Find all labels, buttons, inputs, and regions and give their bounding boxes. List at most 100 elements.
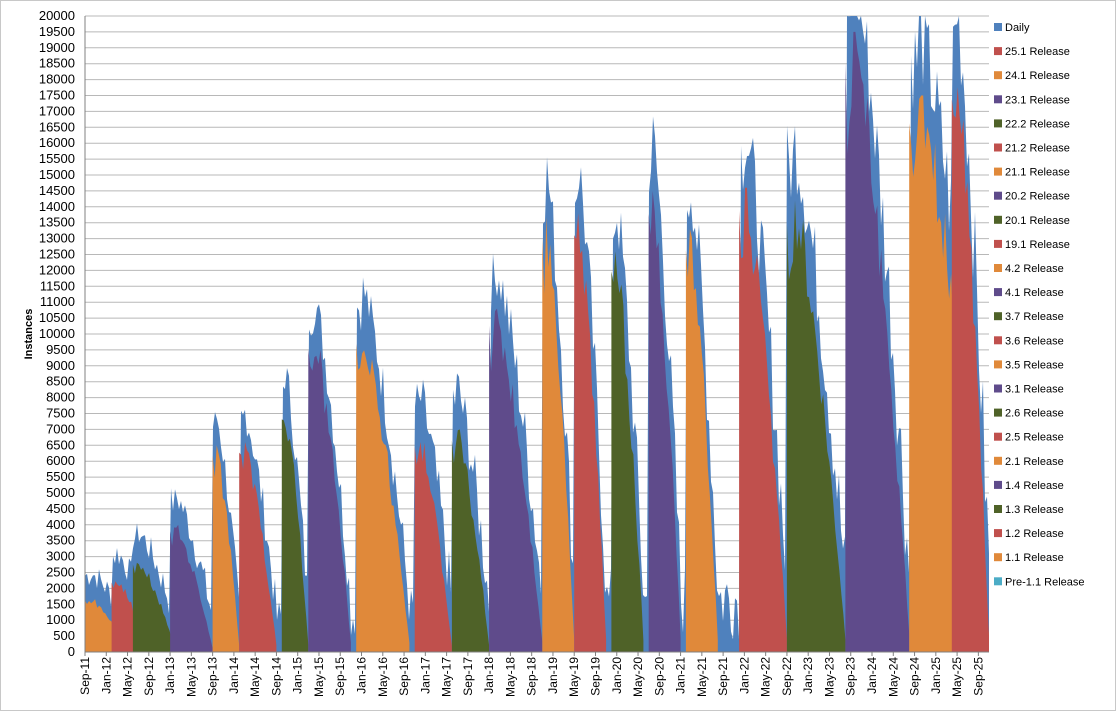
y-tick-label: 12000 (39, 262, 75, 277)
y-tick-label: 9000 (46, 358, 75, 373)
area-20-2-release (648, 190, 681, 652)
legend-label-2-1-release: 2.1 Release (1005, 456, 1064, 468)
legend-label-23-1-release: 23.1 Release (1005, 94, 1070, 106)
area-1-3-release (132, 562, 176, 652)
area-3-7-release (451, 429, 490, 652)
legend-label-4-1-release: 4.1 Release (1005, 287, 1064, 299)
legend-swatch-23-1-release (994, 95, 1002, 104)
x-tick-label: Sep-24 (908, 657, 922, 696)
y-tick-label: 4500 (46, 501, 75, 516)
y-tick-label: 17500 (39, 88, 75, 103)
x-tick-label: Jan-14 (227, 657, 241, 694)
legend-swatch-1-4-release (994, 480, 1002, 489)
y-tick-label: 10500 (39, 310, 75, 325)
y-tick-label: 6000 (46, 453, 75, 468)
y-tick-label: 16500 (39, 119, 75, 134)
legend-swatch-3-5-release (994, 360, 1002, 369)
x-tick-label: Jan-16 (355, 657, 369, 694)
x-tick-label: Sep-11 (78, 657, 92, 695)
y-tick-label: 2000 (46, 580, 75, 595)
x-tick-label: May-12 (121, 657, 135, 697)
legend-label-pre-1-1-release: Pre-1.1 Release (1005, 576, 1085, 588)
legend-swatch-21-2-release (994, 143, 1002, 152)
x-tick-labels: Sep-11 Jan-12 May-12 Sep-12 Jan-13 May-13 Sep-… (78, 652, 985, 697)
x-tick-label: Sep-22 (780, 657, 794, 696)
legend-swatch-24-1-release (994, 71, 1002, 80)
y-tick-label: 2500 (46, 565, 75, 580)
y-tick-label: 5000 (46, 485, 75, 500)
legend-label-20-2-release: 20.2 Release (1005, 191, 1070, 203)
legend-swatch-21-1-release (994, 167, 1002, 176)
legend-label-3-7-release: 3.7 Release (1005, 311, 1064, 323)
area-2-6-release (281, 419, 309, 652)
legend-swatch-4-1-release (994, 288, 1002, 297)
area-3-1-release (308, 349, 351, 652)
legend-label-3-1-release: 3.1 Release (1005, 384, 1064, 396)
legend-label-1-3-release: 1.3 Release (1005, 504, 1064, 516)
y-tick-label: 15000 (39, 167, 75, 182)
x-tick-label: May-24 (886, 657, 900, 697)
x-tick-label: Sep-20 (652, 657, 666, 696)
legend-swatch-1-2-release (994, 529, 1002, 538)
y-tick-label: 4000 (46, 517, 75, 532)
y-tick-label: 15500 (39, 151, 75, 166)
x-tick-label: Jan-21 (674, 657, 688, 694)
x-tick-label: May-15 (312, 657, 326, 697)
legend-label-1-4-release: 1.4 Release (1005, 480, 1064, 492)
x-tick-label: May-18 (503, 657, 517, 697)
x-tick-label: Sep-16 (397, 657, 411, 696)
x-tick-label: Sep-15 (333, 657, 347, 696)
area-21-1-release (685, 229, 718, 652)
area-22-2-release (786, 200, 846, 652)
x-tick-label: Sep-12 (142, 657, 156, 696)
x-tick-label: Sep-19 (588, 657, 602, 696)
x-tick-label: Sep-17 (461, 657, 475, 696)
y-tick-label: 19000 (39, 40, 75, 55)
y-tick-label: 10000 (39, 326, 75, 341)
x-tick-label: May-16 (376, 657, 390, 697)
x-tick-label: May-13 (184, 657, 198, 697)
x-tick-label: Jan-12 (99, 657, 113, 694)
legend-swatch-19-1-release (994, 239, 1002, 248)
y-axis-label: Instances (23, 309, 35, 360)
legend-label-22-2-release: 22.2 Release (1005, 118, 1070, 130)
x-tick-label: May-17 (440, 657, 454, 697)
y-tick-label: 6500 (46, 437, 75, 452)
legend-swatch-25-1-release (994, 47, 1002, 56)
legend-swatch-2-5-release (994, 432, 1002, 441)
area-4-1-release (489, 308, 543, 652)
legend-swatch-daily (994, 23, 1002, 31)
axes (84, 16, 989, 653)
x-tick-label: Sep-18 (525, 657, 539, 696)
legend-label-21-1-release: 21.1 Release (1005, 167, 1070, 179)
legend-swatch-3-1-release (994, 384, 1002, 393)
x-tick-label: Jan-22 (737, 657, 751, 694)
y-tick-label: 1000 (46, 612, 75, 627)
x-tick-label: Jan-23 (801, 657, 815, 694)
legend: Daily 25.1 Release 24.1 Release 23.1 Releas… (994, 22, 1085, 588)
x-tick-label: Jan-19 (546, 657, 560, 694)
area-25-1-release (951, 87, 989, 652)
y-tick-label: 11500 (40, 278, 75, 293)
legend-swatch-4-2-release (994, 264, 1002, 272)
area-1-4-release (170, 524, 213, 652)
x-tick-label: Jan-18 (482, 657, 496, 694)
y-tick-label: 13500 (39, 215, 75, 230)
legend-swatch-20-1-release (994, 215, 1002, 224)
area-20-1-release (611, 251, 644, 653)
y-tick-label: 8000 (46, 390, 75, 405)
y-tick-label: 14000 (39, 199, 75, 214)
area-21-2-release (739, 187, 787, 652)
x-tick-label: May-20 (631, 657, 645, 697)
legend-label-4-2-release: 4.2 Release (1005, 263, 1064, 275)
legend-swatch-22-2-release (994, 119, 1002, 128)
legend-swatch-3-7-release (994, 312, 1002, 321)
y-tick-label: 3000 (46, 549, 75, 564)
y-tick-label: 18000 (39, 72, 75, 87)
legend-label-25-1-release: 25.1 Release (1005, 46, 1070, 58)
y-tick-label: 5500 (46, 469, 75, 484)
y-tick-label: 12500 (39, 247, 75, 262)
x-tick-label: Jan-13 (163, 657, 177, 694)
